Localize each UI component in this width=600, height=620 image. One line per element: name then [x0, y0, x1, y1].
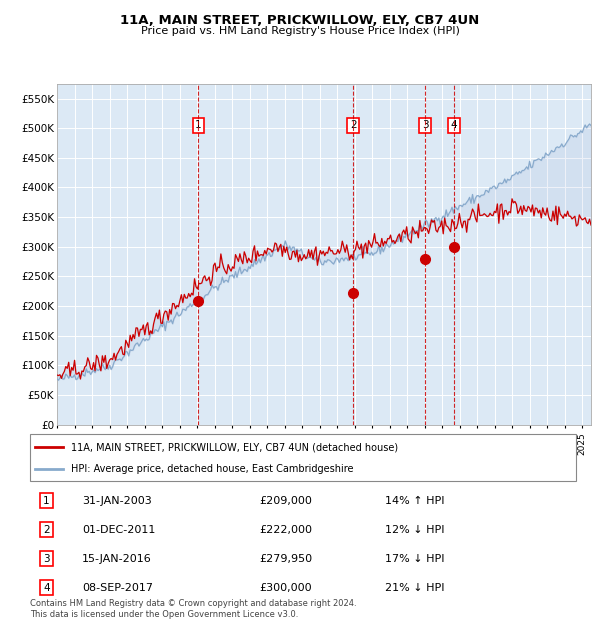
Text: £222,000: £222,000	[259, 525, 313, 534]
Text: 14% ↑ HPI: 14% ↑ HPI	[385, 495, 445, 505]
Text: 12% ↓ HPI: 12% ↓ HPI	[385, 525, 445, 534]
Text: 4: 4	[43, 583, 50, 593]
Text: Price paid vs. HM Land Registry's House Price Index (HPI): Price paid vs. HM Land Registry's House …	[140, 26, 460, 36]
Text: 17% ↓ HPI: 17% ↓ HPI	[385, 554, 445, 564]
Text: 08-SEP-2017: 08-SEP-2017	[82, 583, 153, 593]
Text: 2: 2	[43, 525, 50, 534]
Text: 1: 1	[195, 120, 202, 130]
Text: 2: 2	[350, 120, 356, 130]
Text: 3: 3	[43, 554, 50, 564]
Text: 1: 1	[43, 495, 50, 505]
Text: 15-JAN-2016: 15-JAN-2016	[82, 554, 152, 564]
Text: Contains HM Land Registry data © Crown copyright and database right 2024.
This d: Contains HM Land Registry data © Crown c…	[30, 600, 356, 619]
Text: £300,000: £300,000	[259, 583, 312, 593]
Text: 4: 4	[451, 120, 457, 130]
Text: 01-DEC-2011: 01-DEC-2011	[82, 525, 155, 534]
Text: 11A, MAIN STREET, PRICKWILLOW, ELY, CB7 4UN (detached house): 11A, MAIN STREET, PRICKWILLOW, ELY, CB7 …	[71, 442, 398, 452]
Text: 21% ↓ HPI: 21% ↓ HPI	[385, 583, 445, 593]
Text: 31-JAN-2003: 31-JAN-2003	[82, 495, 152, 505]
FancyBboxPatch shape	[30, 434, 576, 481]
Text: £209,000: £209,000	[259, 495, 312, 505]
Text: 11A, MAIN STREET, PRICKWILLOW, ELY, CB7 4UN: 11A, MAIN STREET, PRICKWILLOW, ELY, CB7 …	[121, 14, 479, 27]
Text: HPI: Average price, detached house, East Cambridgeshire: HPI: Average price, detached house, East…	[71, 464, 353, 474]
Text: 3: 3	[422, 120, 428, 130]
Text: £279,950: £279,950	[259, 554, 313, 564]
